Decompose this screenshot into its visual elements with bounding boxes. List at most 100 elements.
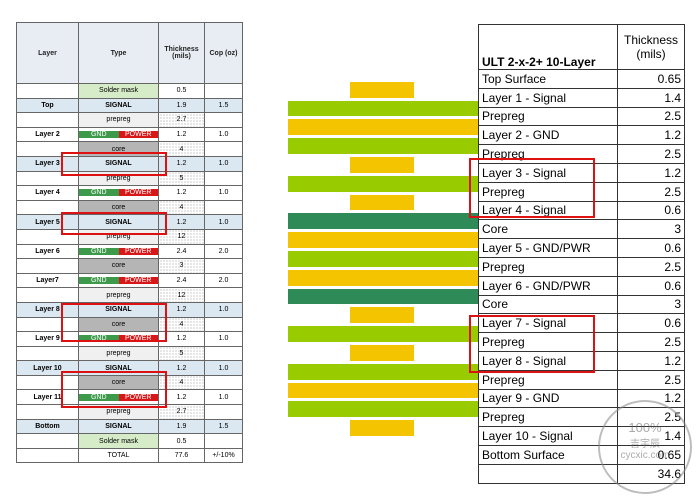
power-tag: POWER bbox=[118, 189, 158, 197]
right-layer-name: Layer 10 - Signal bbox=[478, 426, 618, 446]
right-row: Layer 9 - GND 1.2 bbox=[478, 388, 685, 409]
right-layer-name: Core bbox=[478, 219, 618, 240]
right-layer-thickness: 0.6 bbox=[617, 200, 685, 221]
layer-type: GND POWER bbox=[78, 272, 159, 289]
layer-thickness: 1.2 bbox=[158, 185, 205, 201]
layer-type: prepreg bbox=[78, 287, 159, 303]
right-title: ULT 2-x-2+ 10-Layer bbox=[478, 24, 618, 70]
layer-type: Solder mask bbox=[78, 83, 159, 99]
stack-band-signal bbox=[288, 345, 478, 361]
layer-name: Layer7 bbox=[16, 272, 79, 289]
layer-copper: 1.5 bbox=[204, 97, 243, 114]
left-row: prepreg 12 bbox=[16, 287, 243, 303]
layer-thickness: 0.5 bbox=[158, 433, 205, 449]
highlight-layer10 bbox=[61, 371, 167, 408]
layer-copper bbox=[204, 433, 243, 449]
layer-type: SIGNAL bbox=[78, 418, 159, 435]
stack-band-plane bbox=[288, 232, 478, 248]
stack-band-signal bbox=[288, 420, 478, 436]
left-stackup-table: Layer Type Thickness (mils) Cop (oz) Sol… bbox=[16, 22, 243, 464]
stack-band-prepreg bbox=[288, 251, 478, 267]
layer-copper bbox=[204, 345, 243, 362]
left-row: core 3 bbox=[16, 258, 243, 274]
left-row: Layer 11 GND POWER 1.2 1.0 bbox=[16, 389, 243, 406]
right-row: Prepreg 2.5 bbox=[478, 256, 685, 277]
right-layer-name: Prepreg bbox=[478, 106, 618, 127]
right-layer-thickness: 3 bbox=[617, 219, 685, 240]
layer-thickness: 1.2 bbox=[158, 360, 205, 376]
stack-band-prepreg bbox=[288, 138, 478, 154]
layer-name bbox=[16, 433, 79, 449]
right-layer-name: Prepreg bbox=[478, 407, 618, 428]
layer-thickness: 5 bbox=[158, 345, 205, 362]
layer-thickness: 1.9 bbox=[158, 418, 205, 435]
highlight-right-3-4 bbox=[469, 158, 595, 218]
layer-thickness: 2.4 bbox=[158, 272, 205, 289]
layer-type: GND POWER bbox=[78, 389, 159, 406]
layer-copper: 1.5 bbox=[204, 418, 243, 435]
right-layer-name: Prepreg bbox=[478, 369, 618, 390]
layer-thickness: 1.2 bbox=[158, 126, 205, 143]
layer-type: Solder mask bbox=[78, 433, 159, 449]
left-row: prepreg 2.7 bbox=[16, 112, 243, 128]
gnd-tag: GND bbox=[79, 131, 119, 139]
left-row: core 4 bbox=[16, 316, 243, 333]
layer-thickness: 4 bbox=[158, 199, 205, 216]
left-row: Layer7 GND POWER 2.4 2.0 bbox=[16, 272, 243, 289]
stamp-line1: 100% bbox=[628, 420, 662, 435]
layer-copper bbox=[204, 228, 243, 245]
layer-thickness: 1.2 bbox=[158, 155, 205, 172]
stamp-line3: cycxic.com bbox=[620, 450, 670, 461]
right-layer-thickness: 0.6 bbox=[617, 238, 685, 258]
stack-band-core bbox=[288, 288, 478, 305]
layer-type: core bbox=[78, 374, 159, 391]
layer-type: SIGNAL bbox=[78, 97, 159, 114]
right-layer-name: Layer 9 - GND bbox=[478, 388, 618, 409]
layer-copper bbox=[204, 374, 243, 391]
left-row: Bottom SIGNAL 1.9 1.5 bbox=[16, 418, 243, 435]
right-layer-name: Layer 3 - Signal bbox=[478, 162, 618, 183]
gnd-tag: GND bbox=[79, 247, 119, 255]
right-layer-name: Layer 1 - Signal bbox=[478, 87, 618, 108]
right-row: Layer 4 - Signal 0.6 bbox=[478, 200, 685, 221]
right-layer-name: Layer 2 - GND bbox=[478, 125, 618, 146]
layer-name: Top bbox=[16, 97, 79, 114]
power-tag: POWER bbox=[118, 393, 158, 401]
gnd-tag: GND bbox=[79, 277, 119, 285]
gnd-tag: GND bbox=[79, 393, 119, 401]
stack-band-prepreg bbox=[288, 175, 478, 192]
layer-thickness: 3 bbox=[158, 258, 205, 274]
layer-name bbox=[16, 112, 79, 128]
layer-thickness: 12 bbox=[158, 287, 205, 303]
stamp-line2: 吉宇辰 bbox=[630, 439, 660, 450]
stack-band-signal bbox=[288, 157, 478, 173]
layer-copper: 1.0 bbox=[204, 360, 243, 376]
layer-name bbox=[16, 287, 79, 303]
layer-thickness: 2.4 bbox=[158, 243, 205, 260]
power-tag: POWER bbox=[118, 335, 158, 343]
stack-band-prepreg bbox=[288, 100, 478, 117]
right-thk-header: Thickness (mils) bbox=[617, 24, 685, 70]
stack-band-plane bbox=[288, 269, 478, 286]
right-row: Prepreg 2.5 bbox=[478, 181, 685, 202]
layer-type: core bbox=[78, 258, 159, 274]
right-row: Layer 3 - Signal 1.2 bbox=[478, 162, 685, 183]
right-layer-name bbox=[478, 463, 618, 484]
left-row: Layer 8 SIGNAL 1.2 1.0 bbox=[16, 301, 243, 318]
layer-copper bbox=[204, 258, 243, 274]
layer-copper: 1.0 bbox=[204, 155, 243, 172]
layer-name bbox=[16, 83, 79, 99]
highlight-layer5 bbox=[61, 212, 167, 235]
layer-thickness: 0.5 bbox=[158, 83, 205, 99]
right-layer-name: Bottom Surface bbox=[478, 444, 618, 465]
right-layer-thickness: 2.5 bbox=[617, 332, 685, 352]
stack-band-signal bbox=[288, 194, 478, 211]
layer-copper bbox=[204, 199, 243, 216]
layer-copper bbox=[204, 83, 243, 99]
right-layer-thickness: 3 bbox=[617, 294, 685, 315]
layer-type: core bbox=[78, 316, 159, 333]
right-row: Prepreg 2.5 bbox=[478, 106, 685, 127]
right-layer-name: Layer 4 - Signal bbox=[478, 200, 618, 221]
layer-type: TOTAL bbox=[78, 447, 159, 464]
layer-copper: 1.0 bbox=[204, 389, 243, 406]
